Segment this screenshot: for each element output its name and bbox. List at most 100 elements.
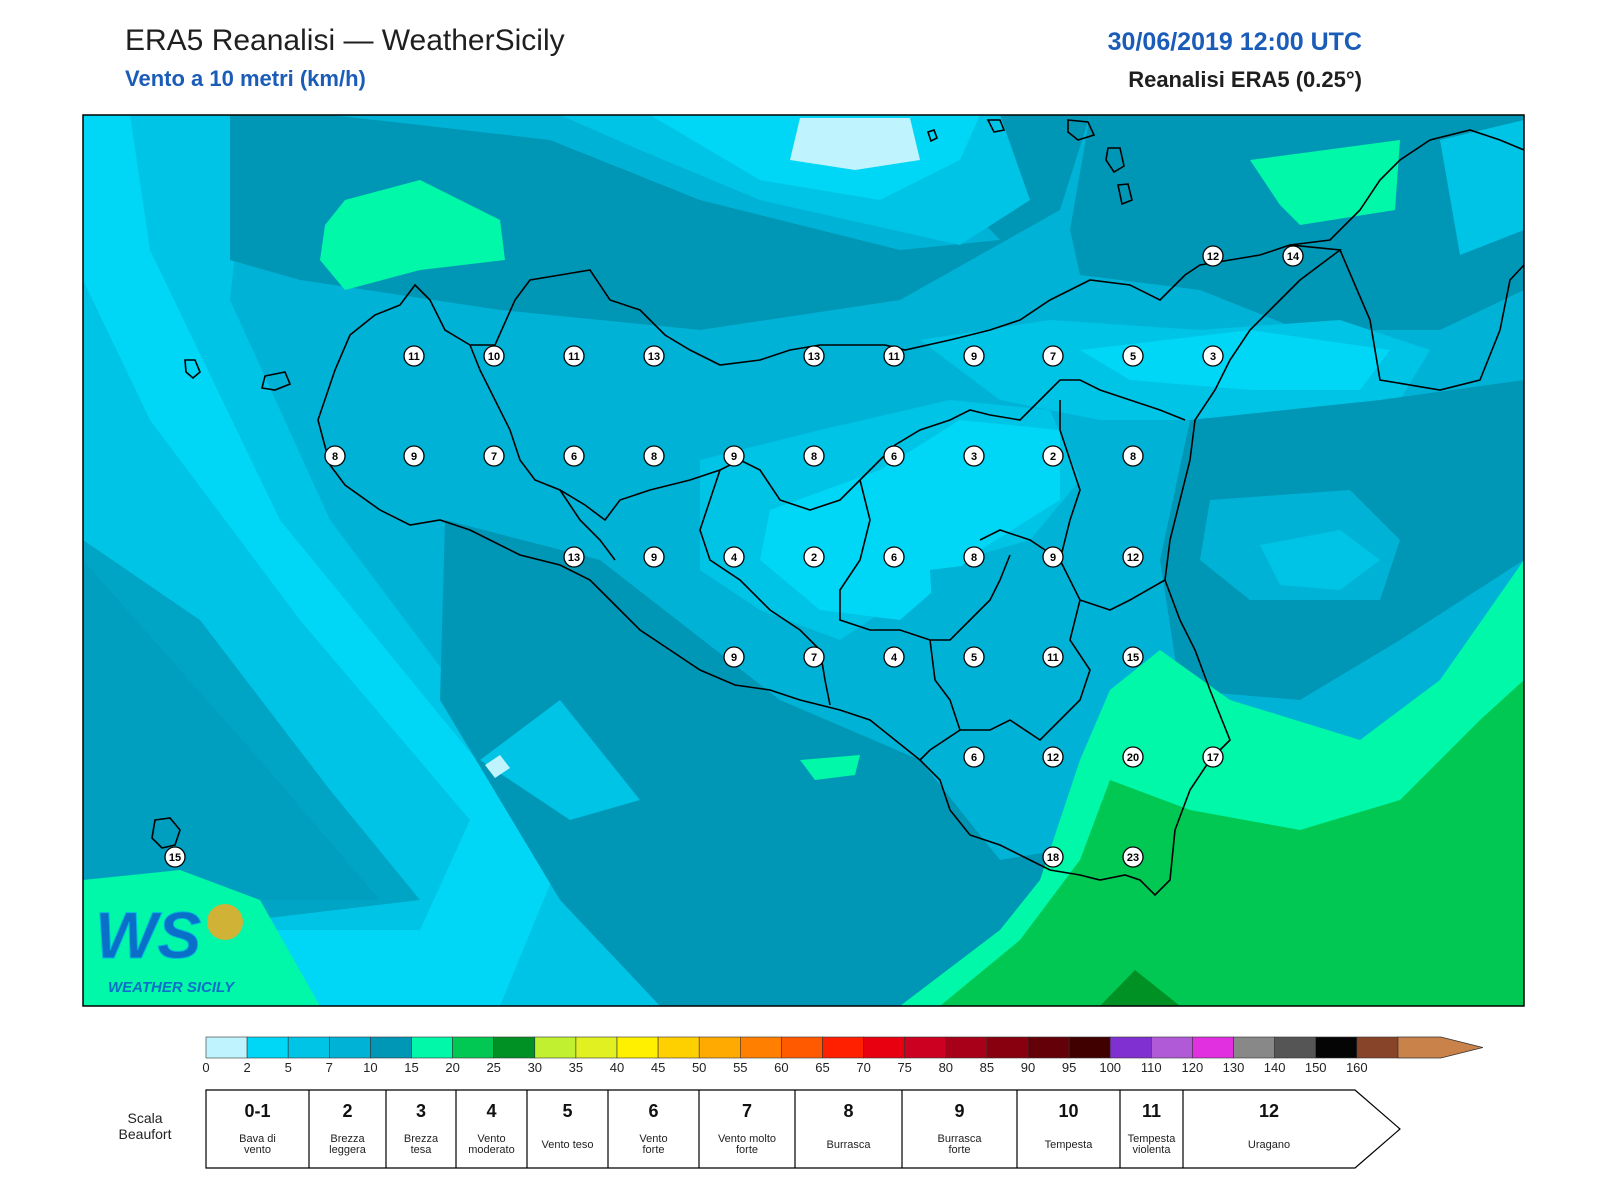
station-marker: 18 xyxy=(1042,846,1064,868)
colorbar-cell xyxy=(1068,1036,1111,1059)
beaufort-number: 9 xyxy=(954,1101,964,1121)
station-marker: 3 xyxy=(963,445,985,467)
beaufort-desc: forte xyxy=(736,1144,758,1156)
station-value: 9 xyxy=(411,451,417,463)
station-marker: 11 xyxy=(1042,646,1064,668)
station-circle xyxy=(403,345,425,367)
station-marker: 7 xyxy=(803,646,825,668)
colorbar-cell xyxy=(370,1036,412,1059)
map-title: ERA5 Reanalisi — WeatherSicily xyxy=(125,24,565,57)
station-value: 12 xyxy=(1207,251,1219,263)
beaufort-desc: Brezza xyxy=(330,1133,365,1145)
beaufort-number: 4 xyxy=(486,1101,496,1121)
colorbar-tick-label: 160 xyxy=(1346,1060,1368,1075)
colorbar-cell xyxy=(781,1036,823,1059)
station-marker: 8 xyxy=(963,546,985,568)
station-circle xyxy=(803,445,825,467)
station-marker: 2 xyxy=(1042,445,1064,467)
map-subtitle: Vento a 10 metri (km/h) xyxy=(125,66,366,91)
station-circle xyxy=(883,646,905,668)
station-value: 9 xyxy=(731,652,737,664)
station-value: 13 xyxy=(568,552,580,564)
colorbar-cell xyxy=(1109,1036,1152,1059)
colorbar-ticks: 0 2 5 7 10 15 20 25 30 35 40 45 50 55 60 65 70 75 80 85 90 95… xyxy=(202,1060,1367,1075)
station-marker: 10 xyxy=(483,345,505,367)
colorbar-cell xyxy=(1192,1036,1234,1059)
station-value: 8 xyxy=(1130,451,1136,463)
station-circle xyxy=(1122,646,1144,668)
map-frame xyxy=(82,114,1525,1007)
station-circle xyxy=(963,546,985,568)
station-value: 23 xyxy=(1127,852,1139,864)
coastline xyxy=(151,119,1525,897)
colorbar-tick-label: 7 xyxy=(326,1060,333,1075)
colorbar-tick-label: 70 xyxy=(856,1060,870,1075)
colorbar-cell xyxy=(657,1036,700,1059)
station-marker: 7 xyxy=(483,445,505,467)
logo-letters: WS xyxy=(95,898,201,972)
station-circle xyxy=(643,345,665,367)
station-marker: 9 xyxy=(1042,546,1064,568)
beaufort-number: 5 xyxy=(562,1101,572,1121)
station-circle xyxy=(883,546,905,568)
station-marker: 9 xyxy=(963,345,985,367)
station-marker: 8 xyxy=(803,445,825,467)
colorbar-tick-label: 95 xyxy=(1062,1060,1076,1075)
station-marker: 13 xyxy=(643,345,665,367)
colorbar-tick-label: 150 xyxy=(1305,1060,1327,1075)
beaufort-desc: Tempesta xyxy=(1045,1139,1094,1151)
colorbar-cell xyxy=(863,1036,905,1059)
station-marker: 23 xyxy=(1122,846,1144,868)
station-value: 15 xyxy=(169,852,181,864)
station-circle xyxy=(324,445,346,467)
station-marker: 11 xyxy=(403,345,425,367)
station-marker: 8 xyxy=(643,445,665,467)
beaufort-number: 2 xyxy=(342,1101,352,1121)
colorbar-cell xyxy=(1315,1036,1358,1059)
colorbar-cell xyxy=(986,1036,1029,1059)
colorbar-tick-label: 80 xyxy=(939,1060,953,1075)
colorbar xyxy=(205,1036,1483,1059)
colorbar-cell xyxy=(739,1036,782,1059)
station-marker: 9 xyxy=(723,445,745,467)
station-value: 10 xyxy=(488,351,500,363)
colorbar-cell xyxy=(945,1036,988,1059)
station-value: 9 xyxy=(651,552,657,564)
colorbar-tick-label: 50 xyxy=(692,1060,706,1075)
station-marker: 6 xyxy=(883,445,905,467)
station-circle xyxy=(1122,846,1144,868)
station-marker: 9 xyxy=(643,546,665,568)
colorbar-cell xyxy=(1356,1036,1399,1059)
station-value: 3 xyxy=(971,451,977,463)
station-value: 7 xyxy=(811,652,817,664)
station-marker: 2 xyxy=(803,546,825,568)
colorbar-tick-label: 5 xyxy=(285,1060,292,1075)
station-circle xyxy=(1122,445,1144,467)
station-circle xyxy=(643,546,665,568)
station-value: 12 xyxy=(1127,552,1139,564)
station-circle xyxy=(403,445,425,467)
station-value: 2 xyxy=(811,552,817,564)
colorbar-cell xyxy=(452,1036,495,1059)
station-circle xyxy=(883,445,905,467)
station-value: 13 xyxy=(808,351,820,363)
station-circle xyxy=(1122,345,1144,367)
station-marker: 15 xyxy=(164,846,186,868)
beaufort-desc: Vento teso xyxy=(542,1139,594,1151)
station-marker: 9 xyxy=(723,646,745,668)
colorbar-cell xyxy=(1233,1036,1275,1059)
station-marker: 4 xyxy=(883,646,905,668)
station-circle xyxy=(1042,646,1064,668)
colorbar-cell xyxy=(246,1036,289,1059)
colorbar-cell xyxy=(575,1036,618,1059)
logo-text: WEATHER SICILY xyxy=(108,979,236,996)
station-value: 12 xyxy=(1047,752,1059,764)
station-value: 11 xyxy=(408,351,420,363)
beaufort-desc: moderato xyxy=(468,1144,514,1156)
station-circle xyxy=(1122,546,1144,568)
colorbar-tick-label: 90 xyxy=(1021,1060,1035,1075)
colorbar-tick-label: 0 xyxy=(202,1060,209,1075)
beaufort-number: 8 xyxy=(843,1101,853,1121)
station-marker: 5 xyxy=(963,646,985,668)
